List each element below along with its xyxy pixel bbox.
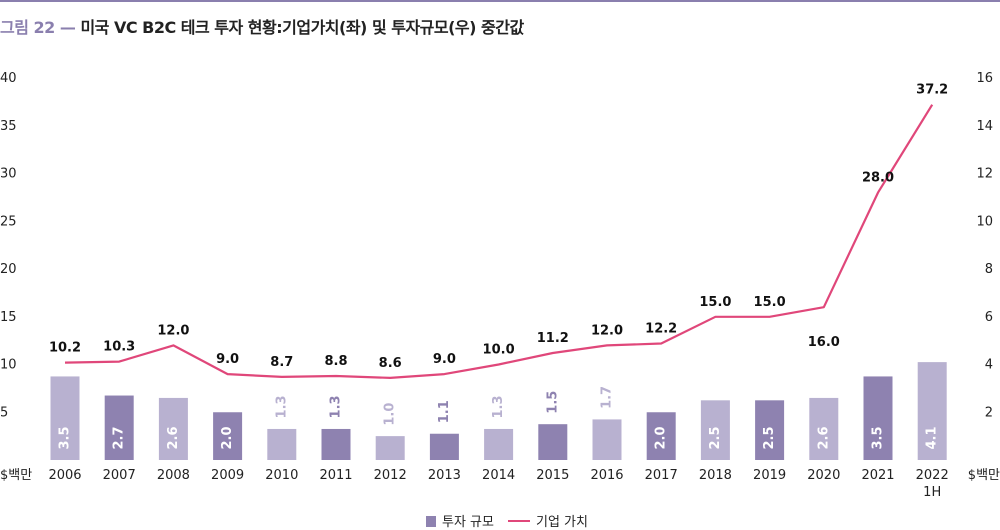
x-axis-tick: 2010 xyxy=(265,468,298,483)
bar xyxy=(646,412,676,460)
bar-value-label: 2.7 xyxy=(112,426,127,449)
bar xyxy=(809,397,839,460)
bar xyxy=(213,412,243,460)
right-axis-tick: 14 xyxy=(976,119,993,134)
x-axis-tick: 2018 xyxy=(699,468,732,483)
bar-value-label: 2.5 xyxy=(762,426,777,449)
bar-value-label: 3.5 xyxy=(871,426,886,449)
x-axis-tick: 2014 xyxy=(482,468,515,483)
x-axis-tick: 1H xyxy=(923,485,941,500)
left-axis-tick: 20 xyxy=(0,262,17,277)
right-axis-tick: 4 xyxy=(985,358,993,373)
bar xyxy=(484,428,514,460)
bar xyxy=(917,362,947,460)
line-value-label: 9.0 xyxy=(433,352,456,367)
bar-value-label: 4.1 xyxy=(925,426,940,449)
left-axis-tick: 30 xyxy=(0,167,17,182)
left-axis-tick: 25 xyxy=(0,214,17,229)
title-text: 미국 VC B2C 테크 투자 현황:기업가치(좌) 및 투자규모(우) 중간값 xyxy=(80,18,524,37)
line-value-label: 10.2 xyxy=(49,341,81,356)
line-value-label: 15.0 xyxy=(699,295,731,310)
right-axis-tick: 2 xyxy=(985,405,993,420)
bar xyxy=(375,436,405,460)
bar-value-label: 1.7 xyxy=(600,386,615,409)
bar xyxy=(267,428,297,460)
line-value-label: 8.8 xyxy=(324,354,347,369)
x-axis-tick: 2022 xyxy=(916,468,949,483)
bar xyxy=(158,397,188,460)
x-axis-tick: 2006 xyxy=(48,468,81,483)
bar xyxy=(863,376,893,460)
bar xyxy=(321,428,351,460)
right-axis-tick: 8 xyxy=(985,262,993,277)
top-rule xyxy=(0,0,1000,2)
line-value-label: 37.2 xyxy=(916,83,948,98)
line-series-valuation xyxy=(64,104,934,379)
bar xyxy=(429,433,459,460)
line-value-label: 8.6 xyxy=(379,356,402,371)
x-axis-tick: 2007 xyxy=(103,468,136,483)
bar-value-label: 1.0 xyxy=(383,403,398,426)
legend-line-label: 기업 가치 xyxy=(536,515,588,530)
x-axis-tick: 2021 xyxy=(861,468,894,483)
right-axis-tick: 10 xyxy=(976,214,993,229)
line-value-label: 12.2 xyxy=(645,321,677,336)
left-axis-tick: 35 xyxy=(0,119,17,134)
legend-bar-swatch xyxy=(426,516,436,527)
bar xyxy=(755,400,785,460)
bar-value-label: 2.0 xyxy=(654,426,669,449)
right-axis-tick: 6 xyxy=(985,310,993,325)
legend-bar-label: 투자 규모 xyxy=(442,515,494,530)
bar-value-label: 1.1 xyxy=(437,400,452,423)
line-value-label: 11.2 xyxy=(537,331,569,346)
line-value-label: 12.0 xyxy=(157,323,189,338)
line-value-label: 28.0 xyxy=(862,171,894,186)
bar-value-label: 1.3 xyxy=(491,395,506,418)
bar xyxy=(50,376,80,460)
left-axis-unit: $백만 xyxy=(0,468,32,483)
line-value-label: 9.0 xyxy=(216,352,239,367)
left-axis-tick: 5 xyxy=(0,405,8,420)
bar-value-label: 2.6 xyxy=(816,426,831,449)
line-value-label: 12.0 xyxy=(591,323,623,338)
x-axis-tick: 2020 xyxy=(807,468,840,483)
bar-value-label: 2.0 xyxy=(220,426,235,449)
line-value-label: 8.7 xyxy=(270,355,293,370)
x-axis-tick: 2013 xyxy=(428,468,461,483)
x-axis-tick: 2012 xyxy=(374,468,407,483)
figure-label: 그림 22 xyxy=(0,18,55,37)
left-axis-tick: 10 xyxy=(0,358,17,373)
bar xyxy=(592,419,622,460)
bar-value-label: 1.5 xyxy=(545,391,560,414)
x-axis-tick: 2017 xyxy=(645,468,678,483)
x-axis-tick: 2008 xyxy=(157,468,190,483)
line-value-label: 10.3 xyxy=(103,340,135,355)
title-dash: — xyxy=(59,18,76,37)
bar xyxy=(700,400,730,460)
right-axis-tick: 16 xyxy=(976,71,993,86)
line-value-label: 16.0 xyxy=(808,335,840,350)
line-value-label: 10.0 xyxy=(483,343,515,358)
x-axis-tick: 2009 xyxy=(211,468,244,483)
x-axis-tick: 2011 xyxy=(319,468,352,483)
bar-value-label: 2.5 xyxy=(708,426,723,449)
bar-value-label: 1.3 xyxy=(274,395,289,418)
x-axis-tick: 2019 xyxy=(753,468,786,483)
line-value-label: 15.0 xyxy=(754,295,786,310)
right-axis-tick: 12 xyxy=(976,167,993,182)
figure-title: 그림 22 — 미국 VC B2C 테크 투자 현황:기업가치(좌) 및 투자규… xyxy=(0,14,524,38)
left-axis-tick: 15 xyxy=(0,310,17,325)
right-axis-unit: $백만 xyxy=(968,468,1000,483)
x-axis-tick: 2016 xyxy=(590,468,623,483)
left-axis-tick: 40 xyxy=(0,71,17,86)
bar-value-label: 3.5 xyxy=(58,426,73,449)
bar xyxy=(538,424,568,460)
bar-value-label: 1.3 xyxy=(329,395,344,418)
bar xyxy=(104,395,134,460)
x-axis-tick: 2015 xyxy=(536,468,569,483)
bar-value-label: 2.6 xyxy=(166,426,181,449)
